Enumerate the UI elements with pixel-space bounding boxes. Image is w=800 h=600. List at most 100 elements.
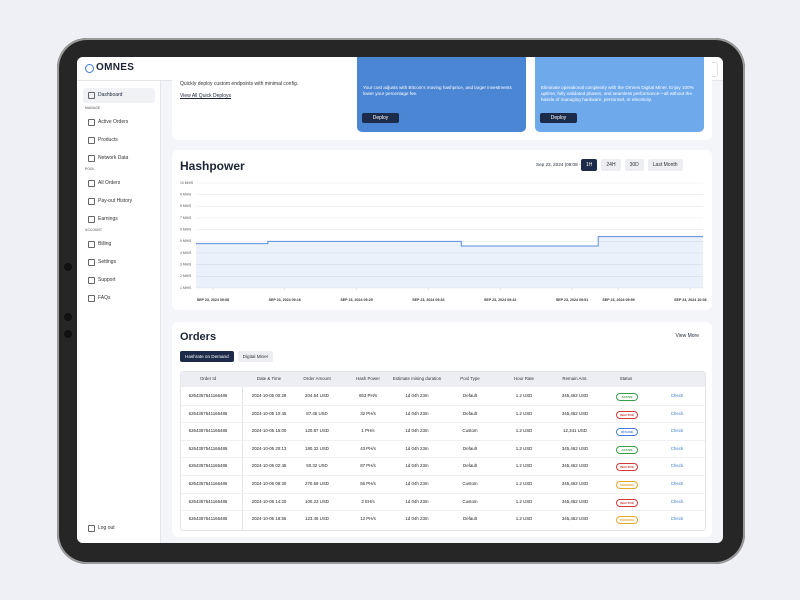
table-cell: 2024-10-05 00:28 [251, 393, 287, 398]
status-badge: PENDING [616, 516, 638, 525]
column-header: Order Id [199, 376, 217, 381]
range-button[interactable]: 1H [581, 159, 598, 171]
check-link[interactable]: Check [670, 445, 684, 451]
table-cell: 1 PH/s [361, 428, 375, 434]
quick-deploy-link[interactable]: View All Quick Deploys [180, 93, 232, 99]
table-cell: 6264357541166486 [188, 498, 228, 504]
row-divider [181, 404, 705, 406]
table-cell: 100.23 USD [305, 498, 329, 504]
y-tick-label: 8 MH/S [180, 204, 192, 208]
range-button[interactable]: 30D [624, 159, 644, 171]
nav-item-active[interactable] [83, 88, 155, 103]
nav-icon [88, 137, 95, 144]
table-cell: 1d 04h 23m [405, 445, 429, 451]
nav-label[interactable]: FAQs [98, 295, 111, 301]
deploy-button[interactable]: Deploy [540, 113, 577, 123]
x-tick-label: SEP 23, 2024 09:51 [556, 298, 588, 302]
nav-label[interactable]: All Orders [98, 180, 121, 186]
table-cell: 2 EH/s [361, 498, 375, 504]
deploy-button[interactable]: Deploy [362, 113, 399, 123]
nav-label[interactable]: Products [98, 137, 118, 143]
check-link[interactable]: Check [670, 428, 684, 434]
nav-label[interactable]: Log out [98, 525, 115, 531]
table-cell: 6264357541166486 [188, 410, 228, 416]
table-cell: 1d 04h 23m [405, 463, 429, 469]
nav-icon [88, 216, 95, 223]
nav-label[interactable]: Support [98, 277, 116, 283]
table-cell: Custom [462, 428, 478, 434]
row-divider [181, 439, 705, 441]
nav-icon [88, 277, 95, 284]
nav-label[interactable]: Billing [98, 241, 112, 247]
nav-label[interactable]: Network Data [98, 155, 129, 161]
check-link[interactable]: Check [670, 498, 684, 504]
table-cell: 12,341 USD [563, 428, 587, 434]
sidebar: Dashboard MANAGE Active Orders Products Netw… [77, 81, 161, 543]
table-cell: Custom [462, 481, 478, 486]
nav-label[interactable]: Pay-out History [98, 198, 133, 204]
table-cell: 43 PH/s [360, 445, 376, 451]
check-link[interactable]: Check [670, 463, 684, 469]
table-cell: Default [463, 516, 477, 522]
table-cell: 1.2 USD [515, 428, 533, 434]
nav-icon [88, 119, 95, 126]
nav-icon [88, 92, 95, 99]
table-cell: Default [463, 410, 477, 416]
range-button[interactable]: Last Month [647, 159, 683, 171]
status-badge: PENDING [616, 481, 638, 489]
row-divider [181, 510, 705, 511]
nav-icon [88, 295, 95, 302]
table-cell: 2024-10-05 15:00 [251, 428, 287, 434]
chart-title: Hashpower [180, 159, 245, 173]
table-cell: 345,462 USD [561, 481, 589, 486]
table-cell: 1.2 USD [515, 445, 533, 451]
y-tick-label: 1 MH/S [180, 286, 192, 290]
nav-label[interactable]: Active Orders [98, 119, 129, 125]
x-tick-label: SEP 23, 2024 09:42 [484, 298, 516, 302]
table-cell: 87 PH/s [360, 463, 376, 469]
table-cell: 1d 04h 23m [405, 428, 429, 434]
nav-label[interactable]: Settings [98, 259, 117, 265]
sensor [64, 313, 72, 321]
nav-icon [88, 241, 95, 248]
check-link[interactable]: Check [670, 516, 684, 522]
check-link[interactable]: Check [670, 393, 684, 398]
check-link[interactable]: Check [670, 410, 684, 416]
table-cell: 6264357541166486 [188, 428, 228, 434]
column-header: Remain Amt. [562, 376, 588, 381]
table-cell: 6264357541166486 [188, 481, 228, 486]
table-cell: 2024-10-06 08:30 [251, 481, 287, 486]
nav-label[interactable]: Earnings [98, 216, 118, 222]
table-cell: 345,462 USD [561, 445, 589, 451]
nav-label[interactable]: Dashboard [98, 92, 123, 98]
table-cell: 1d 04h 23m [405, 516, 429, 522]
table-cell: 1.2 USD [515, 498, 533, 504]
range-button[interactable]: 24H [601, 159, 621, 171]
nav-icon [88, 155, 95, 162]
quick-deploy-text: Quickly deploy custom endpoints with min… [180, 81, 299, 87]
x-tick-label: SEP 23, 2024 09:16 [269, 298, 301, 302]
logo-icon [85, 64, 94, 73]
table-cell: 1d 04h 23m [405, 393, 429, 398]
area [196, 236, 703, 288]
table-cell: 345,462 USD [561, 410, 589, 416]
product-card: Your cost adjusts with Bitcoin's moving … [357, 57, 526, 132]
tab[interactable]: Hashrate on Demand [180, 351, 234, 362]
card-text: Eliminate operational complexity with th… [541, 85, 694, 102]
table-cell: Default [463, 463, 477, 469]
table-cell: 32 PH/s [360, 410, 376, 416]
screen: OMNES NOTIFICATION LOGOUT DashboardMANAG… [77, 57, 723, 543]
view-more[interactable]: View More [675, 333, 699, 339]
nav-section: ACCOUNT [85, 228, 102, 232]
check-link[interactable]: Check [670, 481, 684, 486]
column-header: Order Amount [303, 376, 331, 381]
x-tick-label: SEP 23, 2024 09:59 [602, 298, 634, 302]
table-cell: 345,462 USD [561, 393, 589, 398]
hashpower-chart: 10 MH/S 9 MH/S 8 MH/S 7 MH/S 6 MH/S 5 MH/S 4 M… [180, 181, 706, 302]
y-tick-label: 10 MH/S [180, 181, 194, 185]
table-cell: 50.32 USD [306, 463, 328, 469]
status-badge: ACTIVE [616, 393, 638, 401]
tab[interactable]: Digital Miner [237, 351, 274, 362]
table-cell: 1.2 USD [515, 516, 533, 522]
